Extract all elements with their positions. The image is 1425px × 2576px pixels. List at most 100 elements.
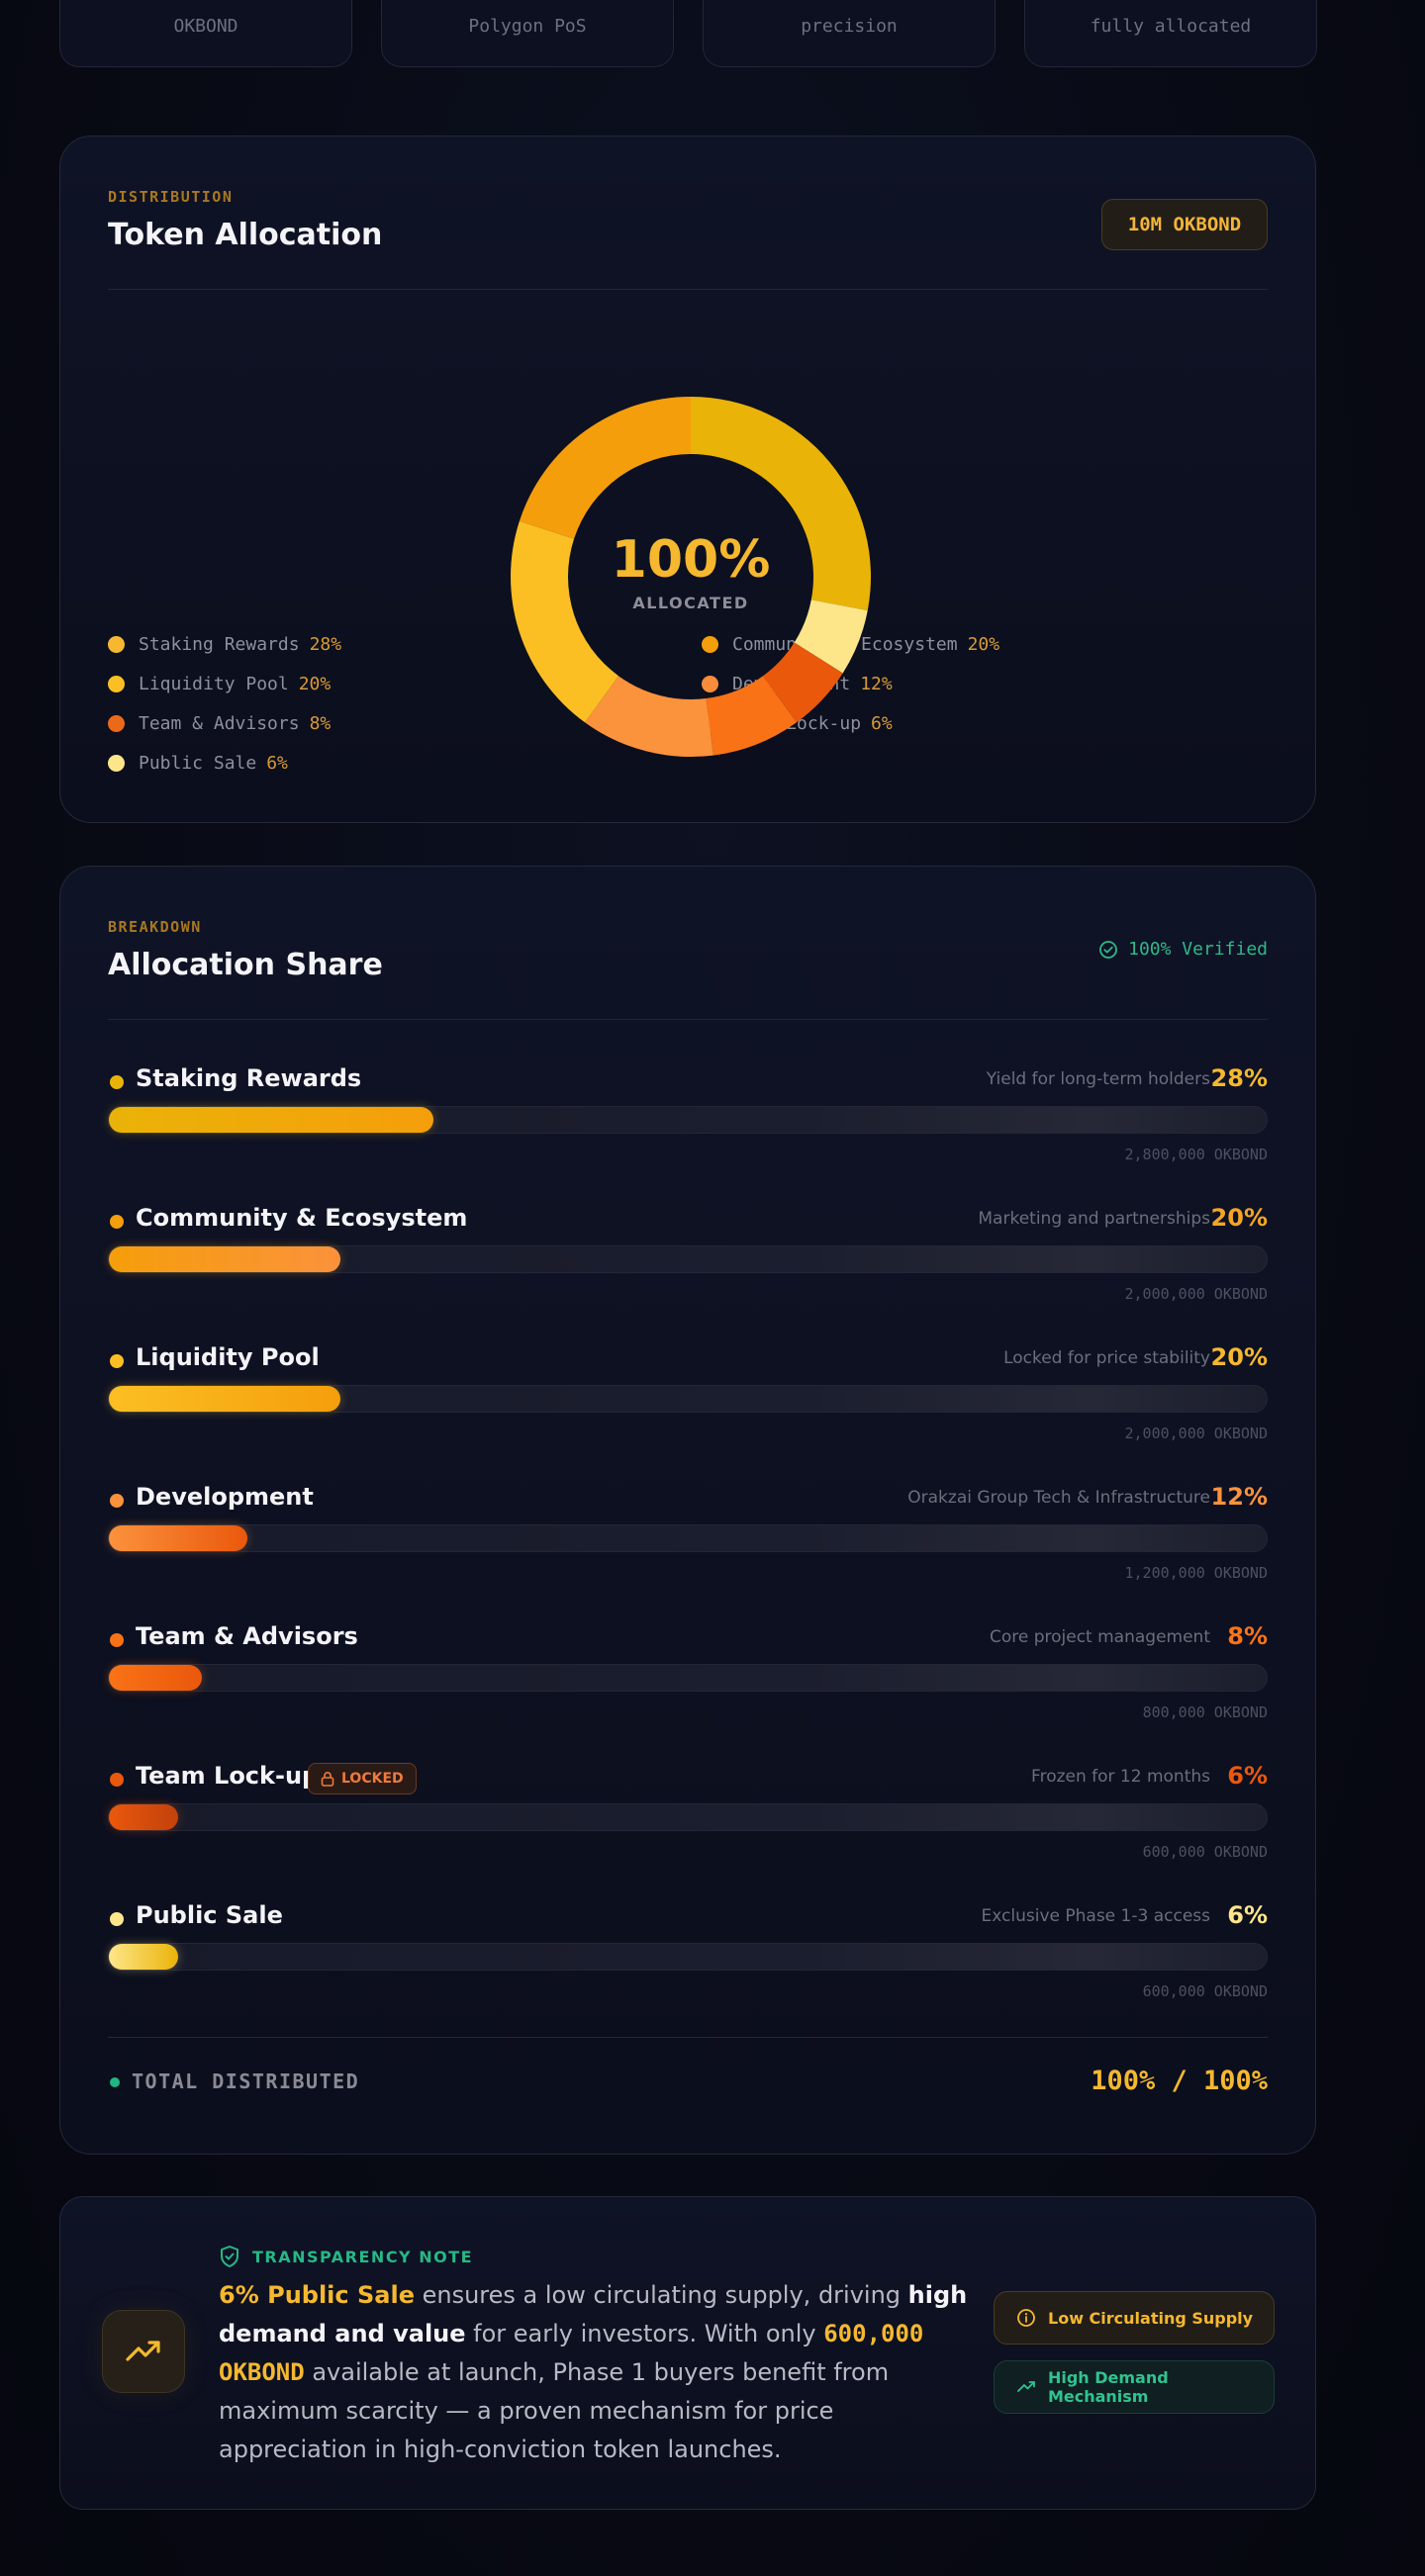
stat-label: OKBOND — [173, 16, 238, 37]
legend-pct: 12% — [860, 673, 893, 694]
trending-up-icon — [126, 2341, 160, 2361]
progress-track — [108, 1106, 1268, 1134]
locked-badge-label: LOCKED — [341, 1771, 404, 1787]
legend-pct: 20% — [298, 673, 332, 694]
row-dot — [110, 1075, 124, 1089]
donut-center-label: ALLOCATED — [632, 594, 749, 612]
stat-card-network: Polygon PoS — [381, 0, 674, 67]
tag-low-circulating-supply: Low Circulating Supply — [994, 2291, 1275, 2345]
locked-badge: LOCKED — [308, 1763, 417, 1794]
row-name: Public Sale — [136, 1901, 283, 1929]
legend-pct: 6% — [266, 752, 288, 774]
legend-item: Public Sale 6% — [108, 743, 341, 782]
row-percent: 28% — [1210, 1064, 1268, 1092]
tag-label: Low Circulating Supply — [1048, 2308, 1254, 2328]
row-dot — [110, 1912, 124, 1926]
row-percent: 8% — [1227, 1622, 1268, 1650]
row-description: Marketing and partnerships — [978, 1209, 1210, 1229]
progress-track — [108, 1385, 1268, 1413]
stat-card-precision: precision — [703, 0, 996, 67]
allocation-eyebrow: DISTRIBUTION — [108, 188, 234, 206]
row-dot — [110, 1354, 124, 1368]
allocation-row: Community & Ecosystem Marketing and partn… — [108, 1204, 1268, 1323]
legend-pct: 6% — [871, 712, 893, 734]
shield-check-icon — [221, 2246, 238, 2267]
verified-status: 100% Verified — [1098, 939, 1268, 960]
legend-label: Team & Advisors — [139, 712, 300, 734]
donut-segment[interactable] — [794, 599, 868, 674]
row-name: Staking Rewards — [136, 1064, 362, 1092]
tag-label: High Demand Mechanism — [1047, 2368, 1169, 2406]
legend-dot — [108, 635, 125, 653]
legend-pct: 20% — [967, 633, 1000, 655]
note-text-segment: for early investors. With only — [465, 2320, 824, 2347]
check-circle-icon — [1099, 940, 1118, 959]
allocation-donut: 100% ALLOCATED — [508, 394, 874, 760]
transparency-note-panel: TRANSPARENCY NOTE 6% Public Sale ensures… — [59, 2196, 1316, 2510]
donut-segment[interactable] — [706, 676, 797, 756]
stat-label: Polygon PoS — [468, 16, 587, 37]
note-highlight-public-sale: 6% Public Sale — [219, 2281, 415, 2309]
legend-label: Staking Rewards — [139, 633, 300, 655]
row-percent: 12% — [1210, 1483, 1268, 1511]
row-amount: 2,000,000 OKBOND — [1124, 1285, 1269, 1303]
row-dot — [110, 1215, 124, 1229]
progress-fill — [109, 1386, 340, 1412]
allocation-share-panel: BREAKDOWN Allocation Share 100% Verified… — [59, 866, 1316, 2155]
row-description: Orakzai Group Tech & Infrastructure — [907, 1488, 1210, 1508]
token-allocation-panel: DISTRIBUTION Token Allocation 10M OKBOND… — [59, 136, 1316, 823]
row-description: Frozen for 12 months — [1031, 1767, 1210, 1787]
info-icon — [1017, 2309, 1035, 2327]
legend-label: Liquidity Pool — [139, 673, 289, 694]
note-highlight-demand: high demand and value — [219, 2281, 968, 2347]
row-description: Locked for price stability — [1003, 1348, 1210, 1368]
legend-dot — [108, 675, 125, 692]
row-amount: 600,000 OKBOND — [1142, 1843, 1268, 1861]
stat-card-symbol: OKBOND — [59, 0, 352, 67]
row-name: Team Lock-up — [136, 1762, 320, 1790]
note-eyebrow-label: TRANSPARENCY NOTE — [252, 2247, 474, 2266]
total-label: TOTAL DISTRIBUTED — [132, 2070, 360, 2093]
note-eyebrow: TRANSPARENCY NOTE — [219, 2245, 473, 2268]
row-description: Exclusive Phase 1-3 access — [981, 1906, 1210, 1926]
trending-up-tile — [102, 2310, 185, 2393]
allocation-divider — [108, 289, 1268, 290]
legend-dot — [702, 635, 718, 653]
breakdown-title: Allocation Share — [108, 948, 383, 982]
transparency-note-text: 6% Public Sale ensures a low circulating… — [219, 2276, 971, 2469]
supply-badge: 10M OKBOND — [1101, 199, 1268, 250]
row-name: Liquidity Pool — [136, 1343, 320, 1371]
donut-segment[interactable] — [762, 642, 843, 723]
progress-fill — [109, 1525, 248, 1551]
row-dot — [110, 1633, 124, 1647]
trending-up-icon — [1017, 2381, 1035, 2392]
stats-row: OKBOND Polygon PoS precision fully alloc… — [59, 0, 1317, 67]
donut-segment[interactable] — [585, 676, 713, 757]
donut-segment[interactable] — [511, 520, 619, 723]
donut-segment[interactable] — [691, 397, 871, 611]
legend-dot — [702, 675, 718, 692]
legend-item: Liquidity Pool 20% — [108, 664, 341, 703]
breakdown-divider — [108, 1019, 1268, 1020]
progress-track — [108, 1524, 1268, 1552]
legend-item: Staking Rewards 28% — [108, 624, 341, 664]
total-value: 100% / 100% — [1091, 2066, 1268, 2096]
row-amount: 600,000 OKBOND — [1142, 1982, 1268, 2000]
progress-track — [108, 1943, 1268, 1971]
allocation-row: Development Orakzai Group Tech & Infrastr… — [108, 1483, 1268, 1602]
row-dot — [110, 1773, 124, 1787]
status-dot — [110, 2077, 120, 2087]
total-row: TOTAL DISTRIBUTED 100% / 100% — [108, 2064, 1268, 2103]
legend-item: Team & Advisors 8% — [108, 703, 341, 743]
allocation-row: Team & Advisors Core project management 8%… — [108, 1622, 1268, 1741]
row-amount: 2,800,000 OKBOND — [1124, 1146, 1269, 1163]
stat-label: fully allocated — [1090, 16, 1252, 37]
donut-segment[interactable] — [519, 397, 691, 539]
row-name: Team & Advisors — [136, 1622, 358, 1650]
tag-high-demand-mechanism: High Demand Mechanism — [994, 2360, 1275, 2414]
note-text-segment: available at launch, Phase 1 buyers bene… — [219, 2358, 890, 2463]
row-description: Yield for long-term holders — [986, 1069, 1210, 1089]
progress-track — [108, 1245, 1268, 1273]
progress-fill — [109, 1246, 340, 1272]
row-amount: 2,000,000 OKBOND — [1124, 1425, 1269, 1442]
